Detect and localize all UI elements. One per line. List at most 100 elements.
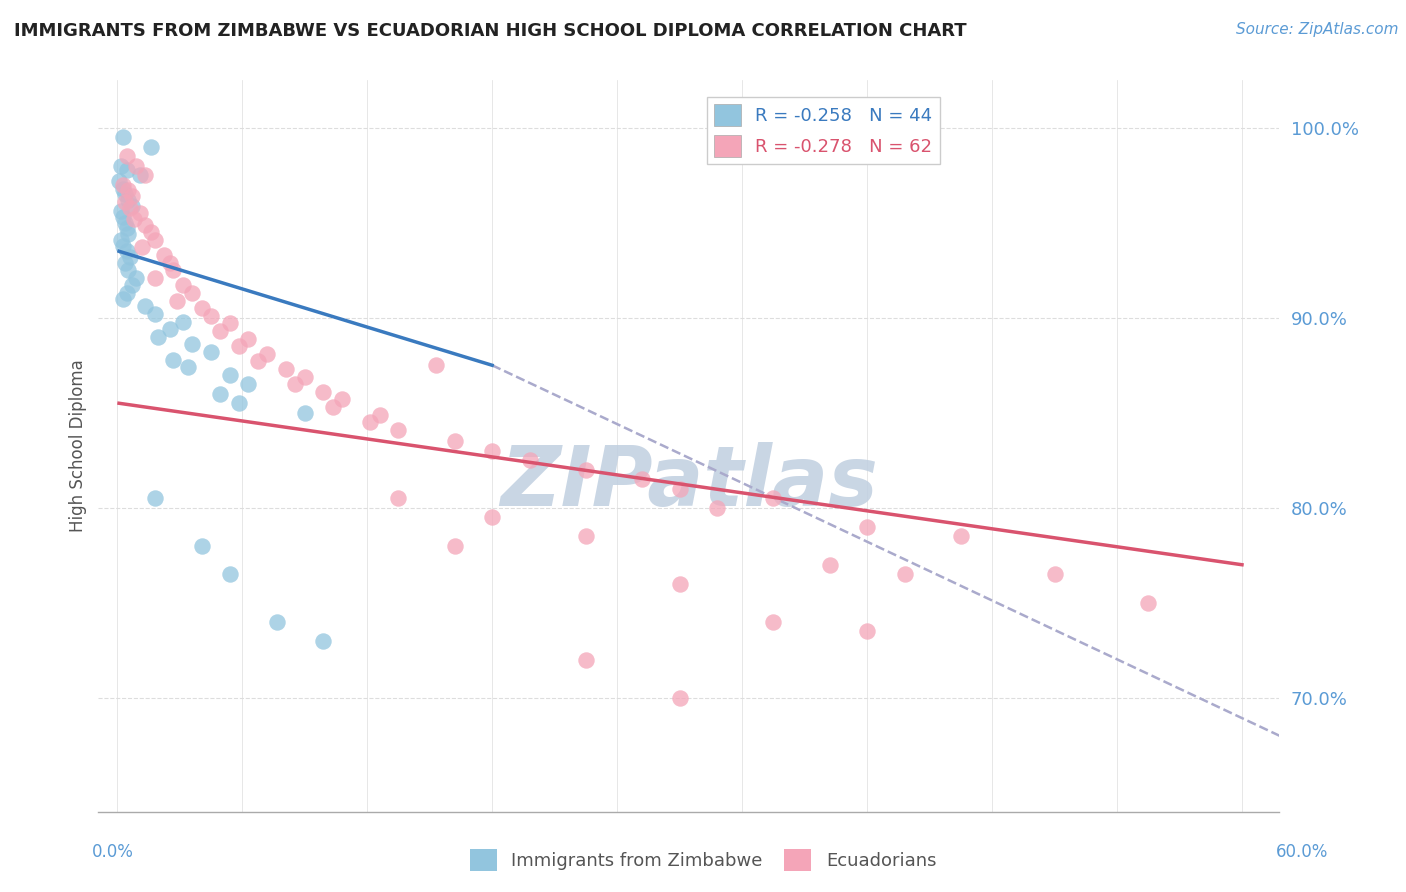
- Point: [143, 271, 166, 285]
- Point: [519, 453, 541, 467]
- Point: [575, 463, 598, 477]
- Text: 60.0%: 60.0%: [1277, 843, 1329, 861]
- Point: [115, 244, 138, 259]
- Point: [856, 624, 879, 639]
- Point: [443, 434, 465, 449]
- Point: [131, 240, 153, 254]
- Point: [818, 558, 841, 572]
- Point: [575, 529, 598, 543]
- Point: [172, 278, 194, 293]
- Point: [631, 472, 654, 486]
- Point: [114, 216, 136, 230]
- Point: [115, 286, 138, 301]
- Point: [117, 227, 139, 242]
- Point: [134, 168, 156, 182]
- Point: [111, 238, 134, 252]
- Point: [190, 539, 212, 553]
- Point: [668, 690, 690, 705]
- Point: [115, 221, 138, 235]
- Point: [128, 206, 150, 220]
- Point: [143, 307, 166, 321]
- Point: [481, 510, 503, 524]
- Point: [110, 204, 132, 219]
- Point: [200, 345, 222, 359]
- Point: [425, 358, 447, 372]
- Point: [706, 500, 728, 515]
- Point: [387, 423, 409, 437]
- Point: [443, 539, 465, 553]
- Point: [893, 567, 915, 582]
- Point: [111, 178, 134, 192]
- Point: [120, 250, 142, 264]
- Point: [111, 210, 134, 224]
- Point: [110, 233, 132, 247]
- Text: IMMIGRANTS FROM ZIMBABWE VS ECUADORIAN HIGH SCHOOL DIPLOMA CORRELATION CHART: IMMIGRANTS FROM ZIMBABWE VS ECUADORIAN H…: [14, 22, 967, 40]
- Point: [218, 317, 240, 331]
- Point: [481, 443, 503, 458]
- Point: [125, 159, 148, 173]
- Point: [143, 491, 166, 506]
- Point: [110, 159, 132, 173]
- Point: [274, 362, 297, 376]
- Point: [1137, 596, 1160, 610]
- Point: [114, 187, 136, 202]
- Point: [122, 211, 145, 226]
- Point: [111, 181, 134, 195]
- Point: [108, 174, 131, 188]
- Point: [177, 360, 200, 375]
- Point: [228, 396, 250, 410]
- Legend: R = -0.258   N = 44, R = -0.278   N = 62: R = -0.258 N = 44, R = -0.278 N = 62: [707, 96, 939, 164]
- Point: [949, 529, 972, 543]
- Point: [181, 337, 204, 351]
- Point: [117, 193, 139, 207]
- Point: [172, 314, 194, 328]
- Point: [256, 347, 278, 361]
- Point: [762, 615, 785, 629]
- Point: [322, 400, 344, 414]
- Point: [762, 491, 785, 506]
- Point: [114, 194, 136, 209]
- Point: [312, 633, 335, 648]
- Point: [143, 233, 166, 247]
- Point: [159, 255, 181, 269]
- Point: [120, 201, 142, 215]
- Point: [181, 286, 204, 301]
- Point: [668, 576, 690, 591]
- Point: [115, 149, 138, 163]
- Text: ZIPatlas: ZIPatlas: [501, 442, 877, 523]
- Point: [284, 377, 307, 392]
- Point: [330, 392, 353, 407]
- Y-axis label: High School Diploma: High School Diploma: [69, 359, 87, 533]
- Point: [121, 278, 143, 293]
- Point: [190, 301, 212, 316]
- Point: [246, 354, 269, 368]
- Point: [153, 248, 176, 262]
- Point: [121, 189, 143, 203]
- Point: [128, 168, 150, 182]
- Point: [117, 184, 139, 198]
- Point: [115, 162, 138, 177]
- Point: [139, 140, 162, 154]
- Point: [368, 408, 391, 422]
- Point: [209, 386, 232, 401]
- Point: [134, 299, 156, 313]
- Point: [668, 482, 690, 496]
- Point: [238, 332, 260, 346]
- Point: [121, 199, 143, 213]
- Point: [312, 384, 335, 399]
- Point: [218, 567, 240, 582]
- Point: [117, 263, 139, 277]
- Point: [294, 369, 316, 384]
- Point: [228, 339, 250, 353]
- Point: [159, 322, 181, 336]
- Point: [575, 653, 598, 667]
- Point: [209, 324, 232, 338]
- Point: [111, 130, 134, 145]
- Point: [162, 263, 184, 277]
- Point: [111, 292, 134, 306]
- Legend: Immigrants from Zimbabwe, Ecuadorians: Immigrants from Zimbabwe, Ecuadorians: [463, 842, 943, 879]
- Point: [238, 377, 260, 392]
- Point: [387, 491, 409, 506]
- Point: [218, 368, 240, 382]
- Point: [359, 415, 381, 429]
